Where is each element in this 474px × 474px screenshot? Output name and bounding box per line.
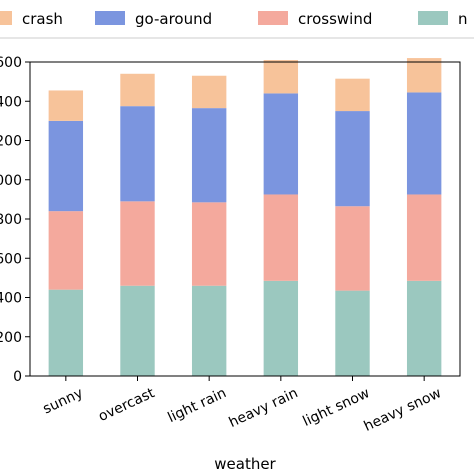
y-tick-label: 200	[0, 330, 22, 346]
x-tick-label: sunny	[41, 385, 86, 417]
bar-crosswind-overcast	[120, 201, 155, 286]
legend: crash go-around crosswind n	[0, 10, 468, 28]
x-tick-label: light rain	[165, 385, 228, 426]
x-axis-title: weather	[214, 455, 276, 473]
bar-crosswind-light-rain	[191, 202, 227, 286]
legend-swatch-go-around	[95, 11, 125, 25]
legend-swatch-crosswind	[258, 11, 288, 25]
bars-group	[48, 58, 442, 376]
y-tick-label: 1600	[0, 55, 22, 71]
bar-normal-light-rain	[191, 285, 227, 376]
x-tick-label: light snow	[300, 385, 372, 430]
bar-crash-heavy-rain	[263, 60, 299, 94]
y-tick-label: 1000	[0, 173, 22, 189]
bar-normal-light-snow	[335, 290, 370, 376]
x-tick-label: heavy snow	[362, 385, 444, 435]
bar-crash-heavy-snow	[406, 58, 442, 93]
bar-crosswind-light-snow	[335, 206, 370, 291]
legend-box	[0, 0, 474, 39]
bar-crash-light-rain	[191, 75, 227, 109]
legend-label-crosswind: crosswind	[298, 10, 372, 28]
legend-swatch-normal	[418, 11, 448, 25]
bar-crosswind-heavy-snow	[406, 194, 442, 281]
bar-normal-heavy-snow	[406, 280, 442, 376]
legend-label-crash: crash	[22, 10, 63, 28]
bar-normal-sunny	[48, 289, 84, 376]
plot-frame	[29, 61, 461, 377]
x-tick-label: heavy rain	[227, 385, 301, 431]
bar-crosswind-heavy-rain	[263, 194, 299, 281]
bar-crash-sunny	[48, 90, 84, 121]
y-tick-label: 600	[0, 251, 22, 267]
bar-go-around-heavy-rain	[263, 93, 299, 195]
bar-crash-light-snow	[335, 78, 370, 112]
y-tick-label: 800	[0, 212, 22, 228]
bar-go-around-sunny	[48, 120, 84, 212]
bar-crosswind-sunny	[48, 211, 84, 290]
legend-label-normal: n	[458, 10, 468, 28]
y-axis: 0 200 400 600 800 1000 1200 1400 1600	[0, 55, 30, 385]
legend-swatch-crash	[0, 11, 12, 25]
y-tick-label: 1400	[0, 94, 22, 110]
bar-normal-overcast	[120, 285, 155, 376]
legend-label-go-around: go-around	[135, 10, 212, 28]
bar-go-around-overcast	[120, 106, 155, 202]
y-tick-label: 0	[13, 369, 22, 385]
y-tick-label: 400	[0, 291, 22, 307]
bar-go-around-heavy-snow	[406, 92, 442, 195]
bar-crash-overcast	[120, 73, 155, 107]
bar-go-around-light-snow	[335, 111, 370, 207]
bar-go-around-light-rain	[191, 108, 227, 203]
bar-normal-heavy-rain	[263, 280, 299, 376]
y-tick-label: 1200	[0, 134, 22, 150]
x-tick-label: overcast	[96, 385, 158, 425]
